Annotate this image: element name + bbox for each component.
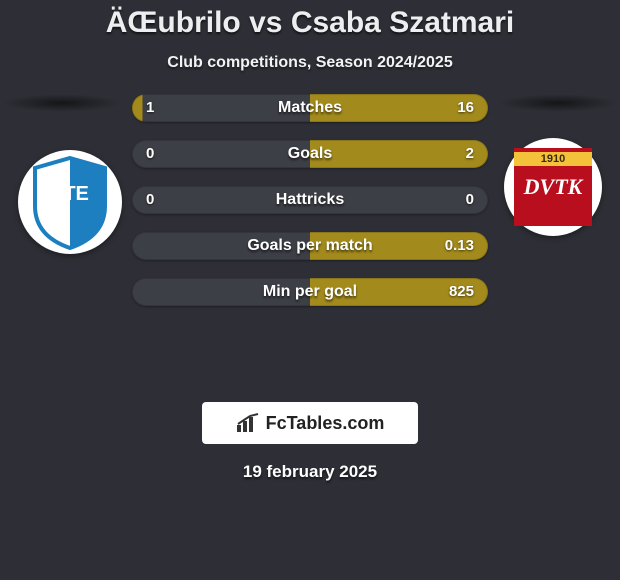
dvtk-text: DVTK <box>514 174 592 200</box>
title-vs: vs <box>249 6 282 39</box>
zte-logo: ZTE <box>27 154 113 250</box>
stat-label: Goals per match <box>132 237 488 255</box>
stat-value-left: 0 <box>146 140 154 168</box>
stat-value-right: 0 <box>466 186 474 214</box>
stat-row: 1Matches16 <box>132 94 488 122</box>
title-player1: ÄŒubrilo <box>106 6 241 39</box>
stat-label: Hattricks <box>132 191 488 209</box>
stat-row: 0Hattricks0 <box>132 186 488 214</box>
stat-label: Matches <box>132 99 488 117</box>
branding-badge: FcTables.com <box>202 402 418 444</box>
page-title: ÄŒubrilo vs Csaba Szatmari <box>0 6 620 40</box>
stat-value-left: 0 <box>146 186 154 214</box>
stats-arena: ZTE DVTK 1Matches160Goals20Hattricks0Goa… <box>0 94 620 394</box>
team-logo-left: ZTE <box>18 150 122 254</box>
dvtk-logo: DVTK <box>514 148 592 226</box>
team-shadow-left <box>2 94 122 112</box>
subtitle: Club competitions, Season 2024/2025 <box>0 54 620 72</box>
svg-text:ZTE: ZTE <box>51 183 89 205</box>
stat-value-left: 1 <box>146 94 154 122</box>
stat-label: Min per goal <box>132 283 488 301</box>
stat-label: Goals <box>132 145 488 163</box>
stat-row: Min per goal825 <box>132 278 488 306</box>
team-shadow-right <box>498 94 618 112</box>
stat-value-right: 825 <box>449 278 474 306</box>
title-player2: Csaba Szatmari <box>291 6 514 39</box>
stat-rows: 1Matches160Goals20Hattricks0Goals per ma… <box>132 94 488 324</box>
stat-value-right: 2 <box>466 140 474 168</box>
stat-value-right: 16 <box>457 94 474 122</box>
team-logo-right: DVTK <box>504 138 602 236</box>
stat-row: 0Goals2 <box>132 140 488 168</box>
stat-row: Goals per match0.13 <box>132 232 488 260</box>
branding-text: FcTables.com <box>266 413 385 434</box>
branding-chart-icon <box>236 413 260 433</box>
stat-value-right: 0.13 <box>445 232 474 260</box>
comparison-card: ÄŒubrilo vs Csaba Szatmari Club competit… <box>0 0 620 482</box>
date-text: 19 february 2025 <box>0 462 620 482</box>
